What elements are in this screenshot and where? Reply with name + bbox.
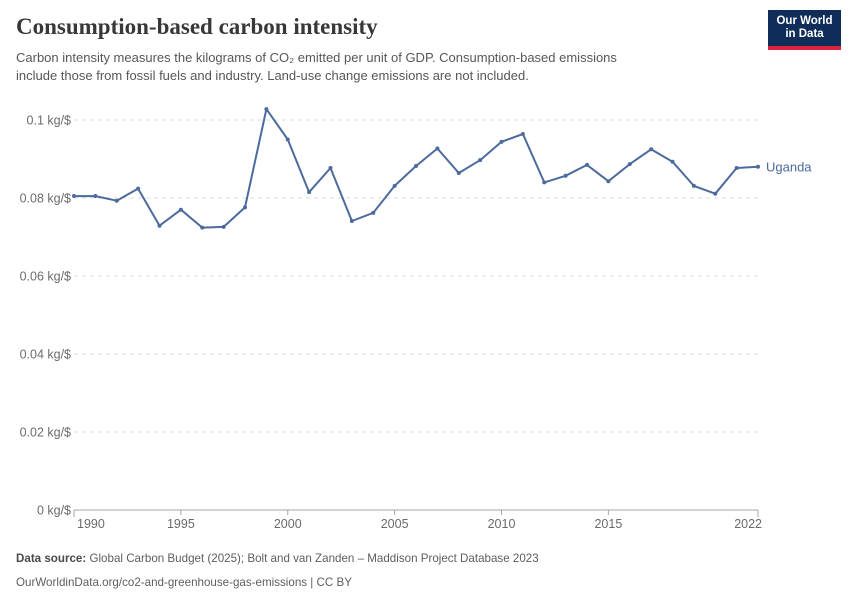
data-point: [670, 159, 675, 164]
data-point: [307, 190, 312, 195]
chart-title: Consumption-based carbon intensity: [16, 14, 378, 39]
data-source-line: Data source: Global Carbon Budget (2025)…: [16, 547, 816, 571]
data-point: [585, 162, 589, 167]
y-tick-label: 0.06 kg/$: [20, 269, 71, 283]
data-point: [200, 225, 205, 230]
data-point: [72, 194, 76, 199]
data-point: [627, 162, 632, 167]
data-point: [157, 223, 162, 228]
data-point: [649, 147, 654, 152]
x-tick-label: 1990: [77, 517, 105, 531]
data-point: [349, 219, 354, 224]
chart-footer: Data source: Global Carbon Budget (2025)…: [16, 547, 816, 595]
data-point: [435, 146, 440, 151]
chart-subtitle-line2: include those from fossil fuels and indu…: [16, 67, 529, 83]
data-point: [136, 186, 141, 191]
data-point: [563, 173, 568, 178]
x-tick-label: 2000: [274, 517, 302, 531]
data-point: [542, 180, 547, 185]
x-tick-label: 2010: [488, 517, 516, 531]
x-tick-label: 1995: [167, 517, 195, 531]
data-point: [243, 205, 247, 210]
data-point: [328, 165, 333, 170]
data-point: [392, 183, 397, 188]
chart-subtitle-line1: Carbon intensity measures the kilograms …: [16, 50, 617, 65]
data-point: [520, 132, 525, 137]
y-tick-label: 0.04 kg/$: [20, 347, 71, 361]
data-point: [114, 198, 119, 203]
data-point: [414, 164, 418, 169]
x-tick-label: 2022: [734, 517, 762, 531]
data-point: [221, 224, 226, 229]
chart-subtitle: Carbon intensity measures the kilograms …: [16, 49, 736, 84]
data-point: [713, 191, 718, 196]
owid-logo-line1: Our World: [776, 14, 833, 27]
data-point: [371, 210, 376, 215]
data-point: [691, 183, 696, 188]
y-tick-label: 0.02 kg/$: [20, 425, 71, 439]
data-source-text: Global Carbon Budget (2025); Bolt and va…: [86, 552, 539, 565]
x-tick-label: 2015: [594, 517, 622, 531]
data-source-label: Data source:: [16, 552, 87, 565]
data-point: [734, 165, 739, 170]
data-point: [285, 137, 290, 142]
data-point: [456, 171, 461, 176]
footer-url-line[interactable]: OurWorldinData.org/co2-and-greenhouse-ga…: [16, 576, 352, 589]
data-point: [756, 164, 760, 169]
owid-logo-line2: in Data: [785, 28, 824, 40]
y-tick-label: 0 kg/$: [37, 503, 71, 517]
data-point: [178, 207, 183, 212]
data-point: [606, 179, 611, 184]
y-tick-label: 0.08 kg/$: [20, 191, 71, 205]
data-point: [499, 139, 504, 144]
data-point: [93, 194, 98, 199]
x-tick-label: 2005: [381, 517, 409, 531]
series-line-uganda[interactable]: [73, 108, 759, 229]
data-point: [264, 107, 269, 112]
y-tick-label: 0.1 kg/$: [27, 113, 72, 127]
entity-label-uganda[interactable]: Uganda: [766, 159, 812, 174]
data-point: [478, 158, 483, 163]
owid-logo[interactable]: Our World in Data: [768, 10, 841, 50]
